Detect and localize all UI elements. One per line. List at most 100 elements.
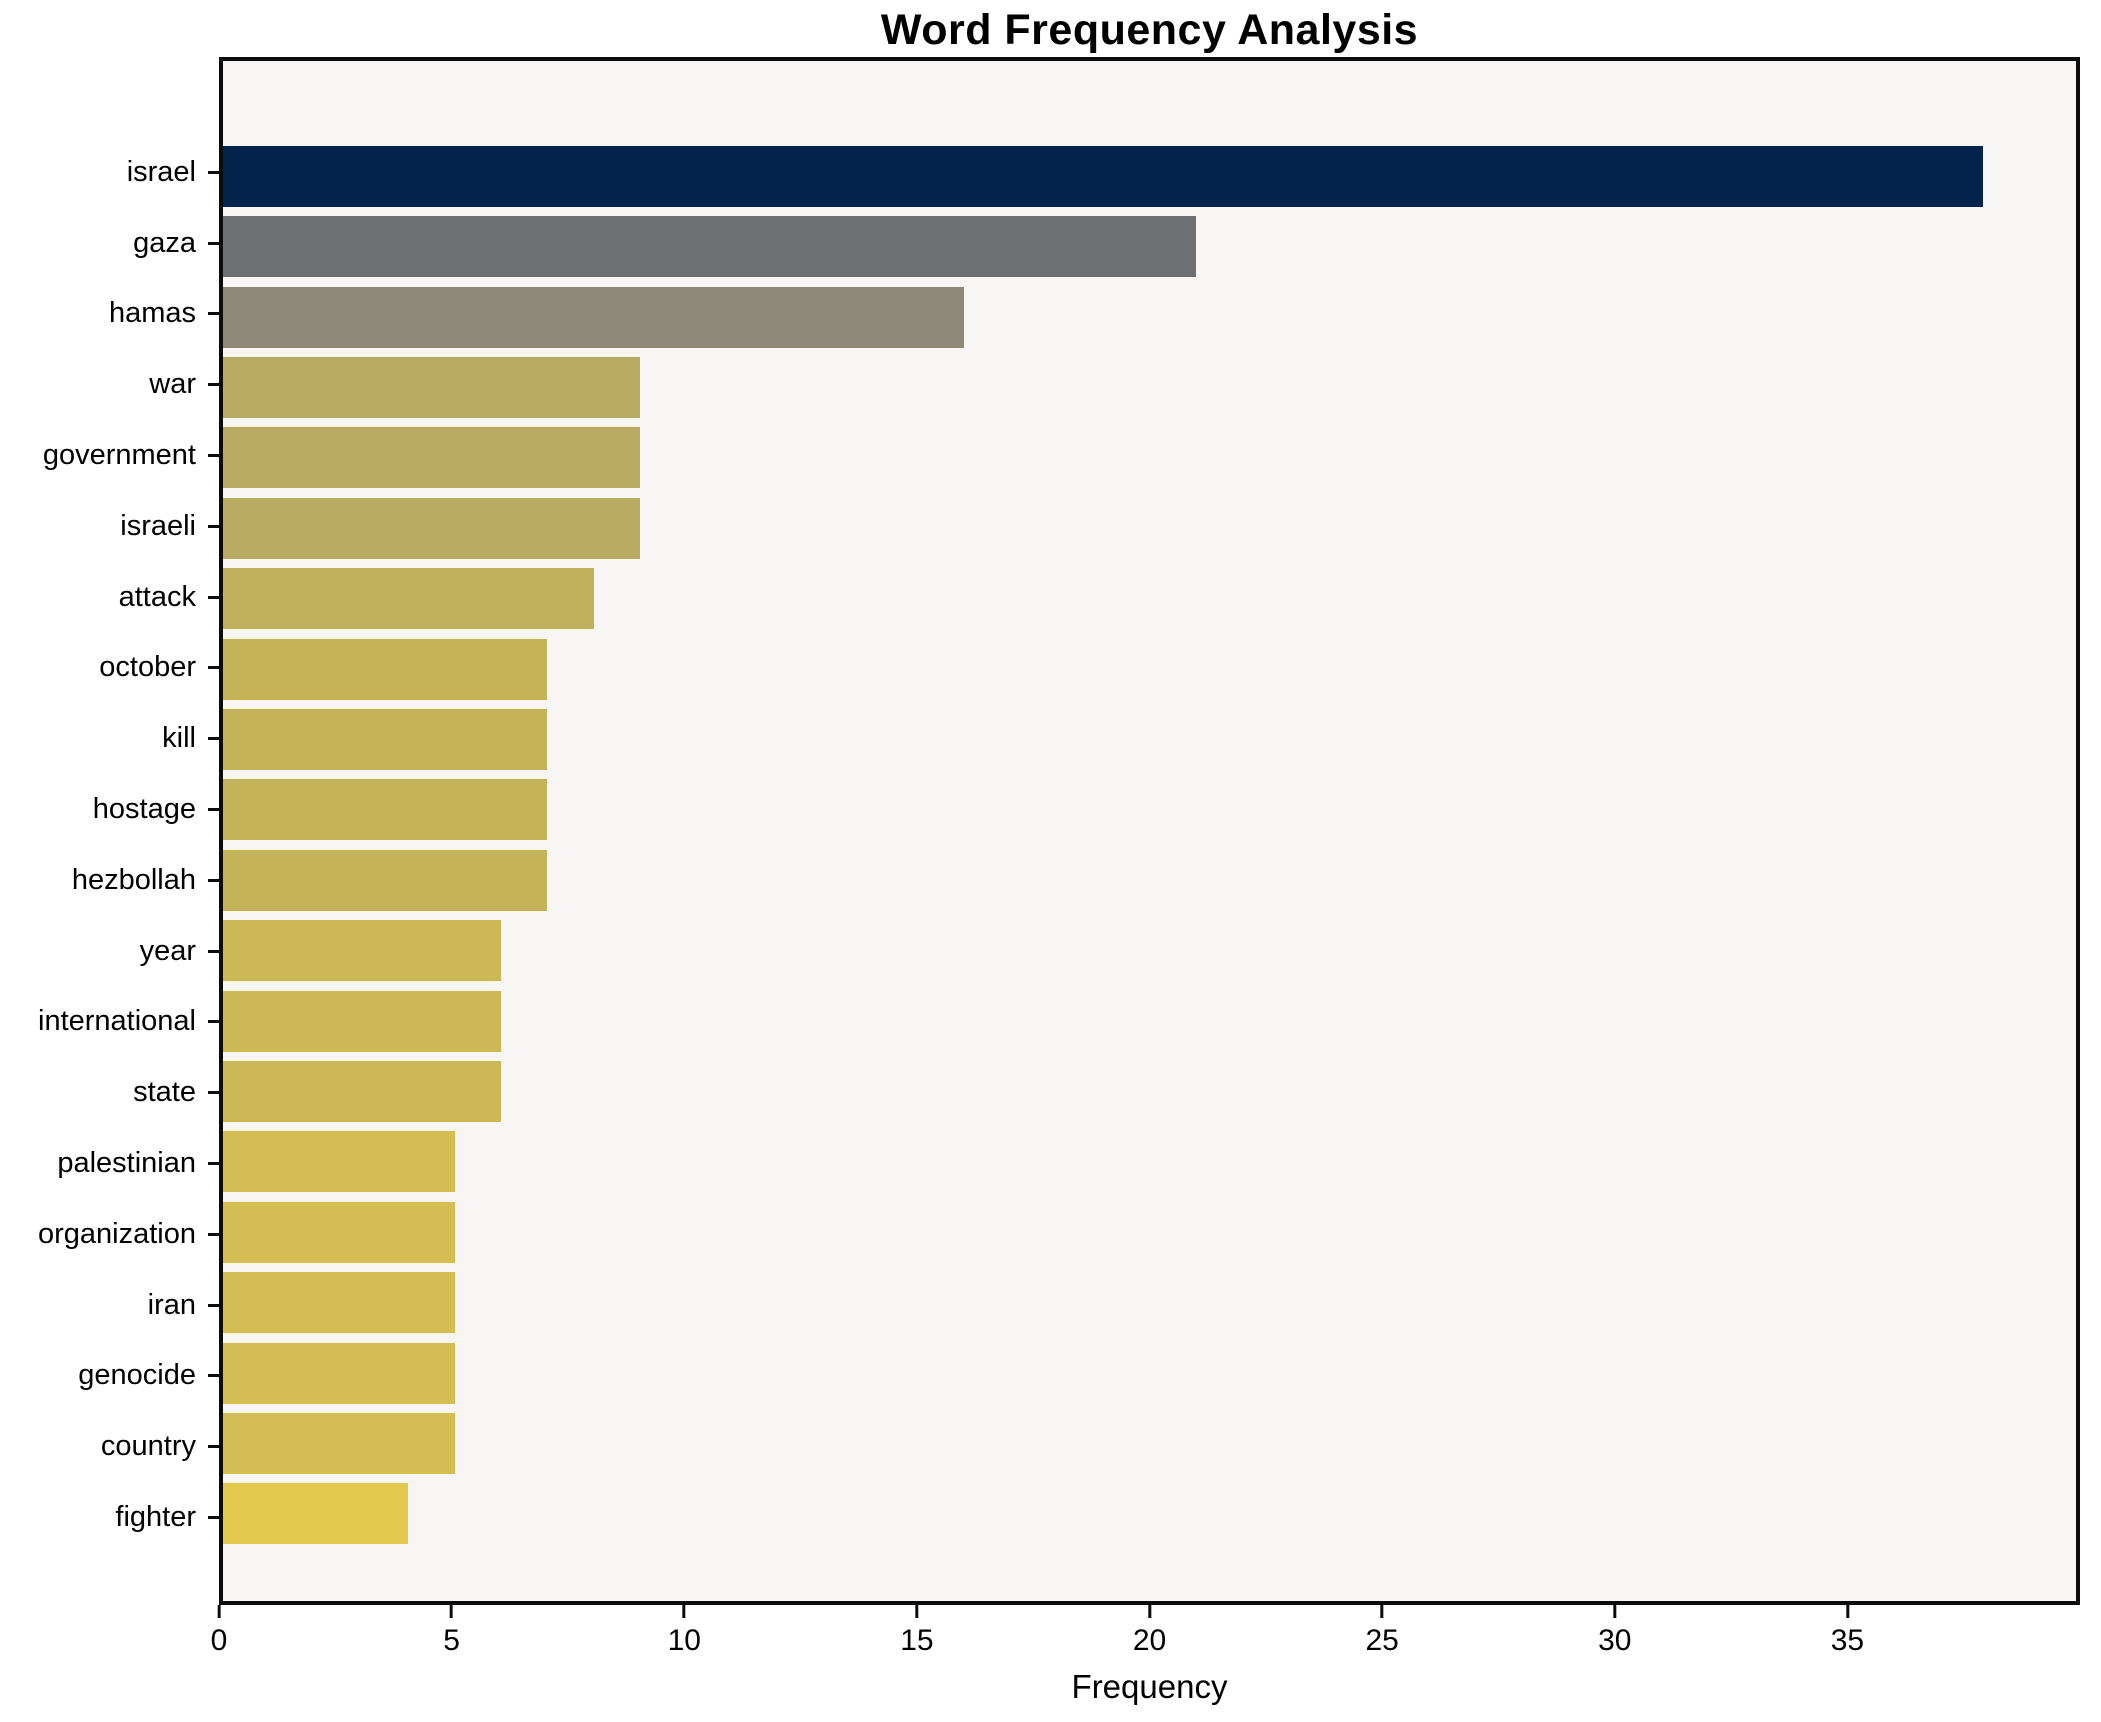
bar-hezbollah — [223, 849, 548, 911]
bar-row — [223, 1408, 2076, 1478]
y-tick-mark — [208, 1232, 219, 1236]
y-axis-row: hezbollah — [0, 845, 219, 916]
y-axis-label-war: war — [149, 368, 196, 401]
y-axis-label-iran: iran — [147, 1288, 196, 1321]
x-tick-mark — [450, 1605, 454, 1618]
bar-row — [223, 845, 2076, 915]
bar-international — [223, 990, 501, 1052]
bar-october — [223, 638, 548, 700]
bar-row — [223, 775, 2076, 845]
y-axis-row: war — [0, 349, 219, 420]
x-tick-mark — [1613, 1605, 1617, 1618]
y-axis-row: government — [0, 420, 219, 491]
y-axis-row: october — [0, 633, 219, 704]
y-tick-mark — [208, 737, 219, 741]
chart-title: Word Frequency Analysis — [880, 6, 1419, 54]
bar-iran — [223, 1272, 455, 1334]
x-tick-label: 35 — [1830, 1624, 1865, 1657]
bar-row — [223, 211, 2076, 281]
bar-row — [223, 1338, 2076, 1408]
y-axis-row: year — [0, 916, 219, 987]
bar-row — [223, 282, 2076, 352]
y-axis-row: organization — [0, 1199, 219, 1270]
y-axis-row: iran — [0, 1270, 219, 1341]
y-axis-label-state: state — [133, 1076, 196, 1109]
bar-israeli — [223, 497, 640, 559]
y-tick-mark — [208, 1303, 219, 1307]
bar-row — [223, 1268, 2076, 1338]
bar-row — [223, 915, 2076, 985]
x-tick-label: 15 — [900, 1624, 934, 1657]
y-tick-mark — [208, 1091, 219, 1095]
y-tick-mark — [208, 1020, 219, 1024]
x-tick-mark — [1148, 1605, 1151, 1618]
y-tick-mark — [208, 170, 219, 174]
y-tick-mark — [208, 524, 219, 528]
y-tick-mark — [208, 383, 219, 387]
y-axis-label-israel: israel — [126, 155, 196, 188]
y-axis-label-attack: attack — [118, 580, 196, 613]
y-tick-mark — [208, 454, 219, 458]
y-axis-row: israel — [0, 137, 219, 208]
y-tick-mark — [208, 666, 219, 670]
bar-year — [223, 920, 501, 982]
bar-row — [223, 986, 2076, 1056]
x-tick-30: 30 — [1598, 1605, 1631, 1658]
y-axis-label-hostage: hostage — [92, 793, 196, 826]
bar-row — [223, 1127, 2076, 1197]
y-tick-mark — [208, 878, 219, 882]
y-axis-row: fighter — [0, 1482, 219, 1553]
bar-israel — [223, 145, 1984, 207]
bar-row — [223, 493, 2076, 563]
bar-row — [223, 141, 2076, 211]
y-axis-row: state — [0, 1057, 219, 1128]
y-axis-row: kill — [0, 703, 219, 774]
y-tick-mark — [208, 949, 219, 953]
y-tick-mark — [208, 1162, 219, 1166]
y-tick-mark — [208, 595, 219, 599]
bar-hamas — [223, 286, 965, 348]
x-tick-10: 10 — [668, 1605, 701, 1658]
bar-row — [223, 352, 2076, 422]
y-axis-label-genocide: genocide — [78, 1359, 196, 1392]
bar-genocide — [223, 1342, 455, 1404]
y-tick-mark — [208, 1374, 219, 1378]
y-axis-label-kill: kill — [162, 722, 196, 755]
x-tick-5: 5 — [443, 1605, 460, 1658]
bar-fighter — [223, 1483, 409, 1545]
x-axis: 0 5 10 15 20 25 30 35 — [211, 1605, 2080, 1675]
y-tick-mark — [208, 312, 219, 316]
x-tick-label: 25 — [1365, 1624, 1399, 1657]
bar-war — [223, 356, 640, 418]
y-axis-row: hostage — [0, 774, 219, 845]
plot-area — [219, 57, 2080, 1605]
x-tick-label: 10 — [667, 1624, 701, 1657]
y-axis-label-fighter: fighter — [115, 1501, 196, 1534]
y-axis-label-government: government — [42, 439, 196, 472]
bar-palestinian — [223, 1131, 455, 1193]
x-tick-mark — [682, 1605, 686, 1618]
y-axis-row: genocide — [0, 1341, 219, 1412]
x-axis-title: Frequency — [1071, 1668, 1228, 1705]
y-axis-label-israeli: israeli — [120, 509, 196, 542]
y-axis-row: hamas — [0, 279, 219, 350]
x-tick-mark — [1380, 1605, 1384, 1618]
y-tick-mark — [208, 1516, 219, 1520]
bar-organization — [223, 1201, 455, 1263]
x-tick-label: 0 — [210, 1624, 228, 1657]
bar-row — [223, 634, 2076, 704]
bar-row — [223, 1056, 2076, 1126]
y-axis-row: gaza — [0, 208, 219, 279]
y-axis-label-hezbollah: hezbollah — [71, 863, 196, 896]
x-tick-20: 20 — [1133, 1605, 1166, 1658]
x-tick-label: 5 — [443, 1624, 460, 1657]
x-tick-mark — [915, 1605, 919, 1618]
y-axis-label-october: october — [99, 651, 196, 684]
bar-row — [223, 423, 2076, 493]
bar-hostage — [223, 779, 548, 841]
bar-row — [223, 704, 2076, 774]
bar-row — [223, 563, 2076, 633]
y-axis: israel gaza hamas war government israeli attac… — [0, 57, 219, 1605]
y-axis-row: attack — [0, 562, 219, 633]
